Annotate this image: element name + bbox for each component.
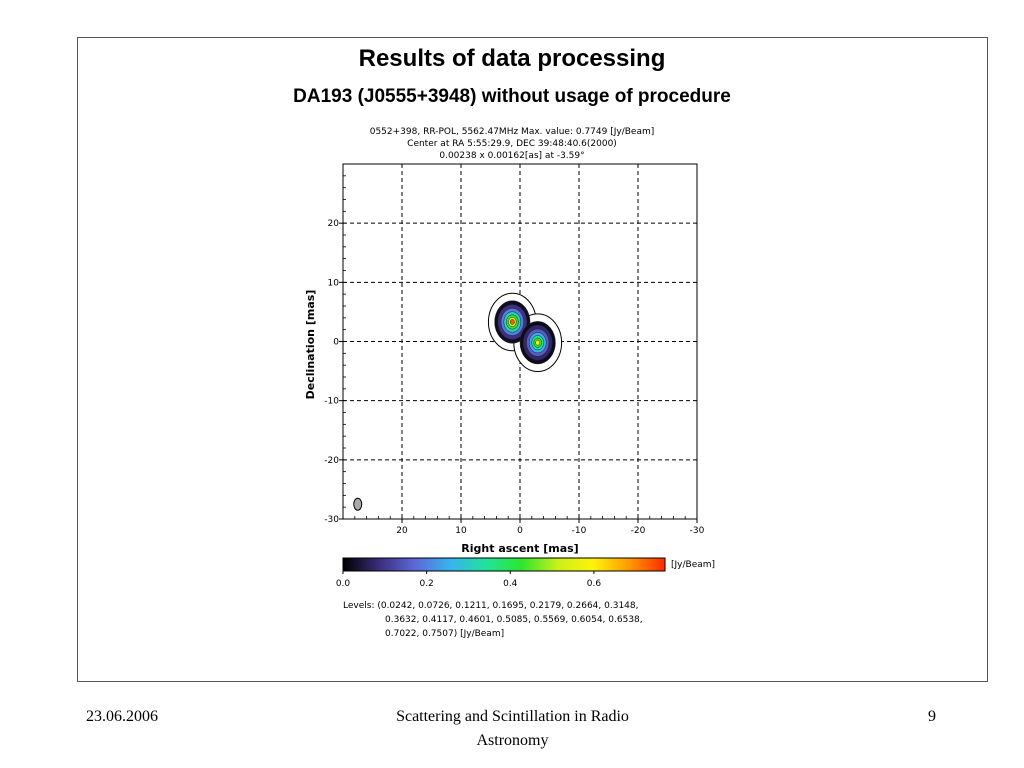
y-tick-label: -30 (324, 515, 339, 525)
x-tick-label: 10 (455, 526, 467, 536)
beam-ellipse (353, 497, 363, 511)
colorbar-tick-label: 0.6 (587, 579, 602, 589)
footer-title-line-1: Scattering and Scintillation in Radio (396, 708, 629, 725)
source-component-2-contour (535, 339, 541, 346)
x-tick-label: -20 (631, 526, 646, 536)
x-tick-label: 0 (517, 526, 523, 536)
colorbar-unit: [Jy/Beam] (671, 560, 715, 570)
x-axis-label: Right ascent [mas] (461, 542, 578, 555)
plot-header-line-2: Center at RA 5:55:29.9, DEC 39:48:40.6(2… (407, 139, 617, 149)
footer-date: 23.06.2006 (86, 708, 158, 725)
source-component-1-contour (509, 319, 515, 325)
y-tick-label: 0 (333, 338, 339, 348)
colorbar-tick-label: 0.2 (419, 579, 433, 589)
levels-line-1: Levels: (0.0242, 0.0726, 0.1211, 0.1695,… (343, 601, 638, 611)
colorbar-tick-label: 0.4 (503, 579, 518, 589)
y-axis-label: Declination [mas] (304, 290, 317, 400)
y-tick-label: -20 (324, 456, 339, 466)
y-tick-label: -10 (324, 397, 339, 407)
slide-subtitle: DA193 (J0555+3948) without usage of proc… (293, 86, 731, 107)
footer-title-line-2: Astronomy (476, 732, 549, 749)
slide-title: Results of data processing (358, 45, 666, 72)
plot-header-line-3: 0.00238 x 0.00162[as] at -3.59° (439, 151, 585, 161)
colorbar-tick-label: 0.0 (336, 579, 351, 589)
colorbar (342, 557, 666, 572)
y-tick-label: 20 (328, 219, 340, 229)
plot-header-line-1: 0552+398, RR-POL, 5562.47MHz Max. value:… (369, 127, 655, 137)
x-tick-label: 20 (396, 526, 408, 536)
x-tick-label: -10 (572, 526, 587, 536)
levels-line-3: 0.7022, 0.7507) [Jy/Beam] (385, 629, 504, 639)
levels-line-2: 0.3632, 0.4117, 0.4601, 0.5085, 0.5569, … (385, 615, 643, 625)
y-tick-label: 10 (328, 278, 340, 288)
page-number: 9 (928, 708, 936, 725)
x-tick-label: -30 (690, 526, 705, 536)
